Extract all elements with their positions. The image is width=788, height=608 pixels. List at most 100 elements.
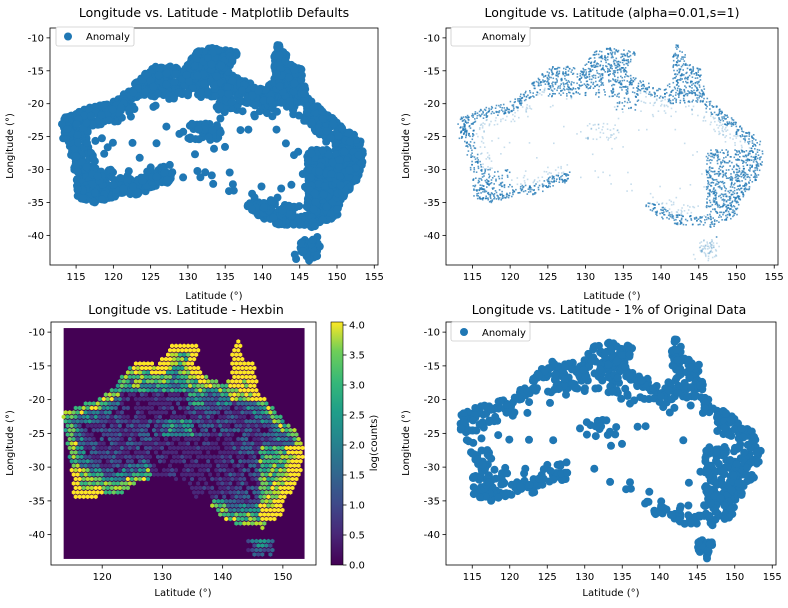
scatter-point [495, 111, 497, 113]
scatter-point [489, 175, 491, 177]
scatter-point [714, 131, 716, 133]
scatter-point [563, 172, 565, 174]
scatter-point [294, 148, 302, 156]
scatter-point [297, 239, 305, 247]
scatter-point [617, 51, 619, 53]
scatter-point [142, 71, 150, 79]
scatter-point [674, 98, 676, 100]
scatter-point [628, 108, 630, 110]
scatter-point [345, 166, 353, 174]
scatter-point [495, 179, 497, 181]
scatter-point [521, 190, 523, 192]
scatter-point [609, 175, 611, 177]
scatter-point [552, 84, 554, 86]
scatter-point [699, 224, 701, 226]
scatter-point [668, 218, 670, 220]
scatter-point [601, 129, 603, 131]
scatter-point [735, 123, 737, 125]
scatter-point [217, 129, 225, 137]
scatter-point [725, 124, 727, 126]
scatter-point [746, 150, 748, 152]
scatter-point [722, 160, 724, 162]
scatter-point [484, 190, 486, 192]
scatter-point [224, 83, 232, 91]
scatter-point [310, 205, 318, 213]
scatter-point [730, 208, 732, 210]
scatter-point [573, 82, 575, 84]
scatter-point [286, 97, 294, 105]
scatter-point [691, 93, 693, 95]
scatter-point [229, 56, 237, 64]
scatter-point [587, 77, 589, 79]
scatter-point [481, 124, 483, 126]
scatter-point [624, 105, 626, 107]
scatter-point [626, 89, 628, 91]
scatter-point [468, 117, 470, 119]
scatter-point [717, 173, 719, 175]
scatter-point [673, 60, 675, 62]
scatter-point [225, 90, 233, 98]
scatter-point [291, 251, 299, 259]
scatter-point [465, 122, 467, 124]
scatter-point [467, 115, 469, 117]
scatter-point [659, 213, 661, 215]
scatter-point [721, 187, 723, 189]
scatter-point [720, 195, 722, 197]
scatter-point [737, 197, 739, 199]
scatter-point [596, 54, 598, 56]
scatter-point [481, 179, 483, 181]
scatter-point [613, 128, 615, 130]
scatter-point [550, 173, 552, 175]
legend: Anomaly [56, 27, 134, 46]
scatter-point [695, 77, 697, 79]
scatter-point [710, 182, 712, 184]
scatter-point [697, 99, 699, 101]
scatter-point [319, 216, 327, 224]
scatter-point [645, 88, 647, 90]
scatter-point [706, 186, 708, 188]
scatter-point [714, 209, 716, 211]
scatter-point [534, 179, 536, 181]
scatter-point [479, 129, 481, 131]
scatter-point [681, 78, 683, 80]
scatter-point [482, 136, 484, 138]
scatter-point [706, 198, 708, 200]
scatter-point [321, 182, 329, 190]
scatter-point [762, 151, 764, 153]
scatter-point [646, 87, 648, 89]
scatter-point [539, 93, 541, 95]
scatter-point [473, 145, 475, 147]
scatter-point [743, 131, 745, 133]
scatter-point [83, 163, 91, 171]
scatter-point [730, 179, 732, 181]
scatter-point [727, 129, 729, 131]
scatter-point [722, 126, 724, 128]
scatter-point [589, 71, 591, 73]
scatter-point [467, 154, 469, 156]
scatter-point [736, 172, 738, 174]
scatter-point [533, 83, 535, 85]
scatter-point [564, 86, 566, 88]
scatter-point [482, 127, 484, 129]
scatter-point [493, 194, 495, 196]
scatter-point [734, 149, 736, 151]
scatter-point [470, 127, 472, 129]
scatter-point [589, 68, 591, 70]
scatter-point [626, 60, 628, 62]
scatter-point [654, 92, 656, 94]
scatter-point [480, 192, 482, 194]
scatter-point [162, 81, 170, 89]
scatter-point [609, 96, 611, 98]
scatter-point [748, 159, 750, 161]
scatter-point [552, 185, 554, 187]
scatter-point [163, 69, 171, 77]
scatter-point [91, 137, 99, 145]
scatter-point [506, 116, 508, 118]
scatter-point [718, 221, 720, 223]
scatter-point [477, 159, 479, 161]
scatter-point [679, 90, 681, 92]
x-tick-label: 150 [327, 272, 346, 283]
scatter-point [109, 106, 117, 114]
scatter-point [705, 108, 707, 110]
scatter-point [468, 150, 470, 152]
